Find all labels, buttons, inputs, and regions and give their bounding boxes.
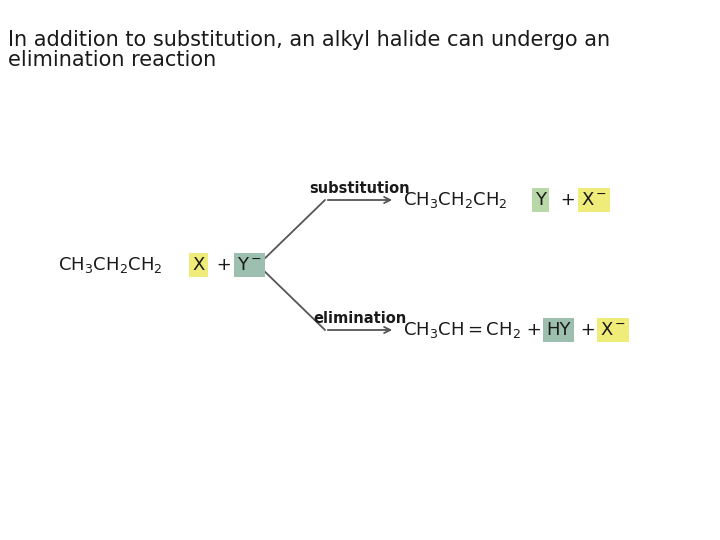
Text: +: + [575, 321, 601, 339]
Text: +: + [521, 321, 547, 339]
Text: $\mathsf{X^-}$: $\mathsf{X^-}$ [600, 321, 626, 339]
Text: +: + [211, 256, 238, 274]
Text: Y: Y [535, 191, 546, 209]
Text: $\mathsf{X^-}$: $\mathsf{X^-}$ [581, 191, 607, 209]
Text: +: + [555, 191, 582, 209]
Text: In addition to substitution, an alkyl halide can undergo an: In addition to substitution, an alkyl ha… [8, 30, 610, 50]
Text: HY: HY [546, 321, 570, 339]
Text: $\mathsf{CH_3CH_2CH_2}$: $\mathsf{CH_3CH_2CH_2}$ [58, 255, 163, 275]
Text: X: X [192, 256, 204, 274]
Text: $\mathsf{Y^-}$: $\mathsf{Y^-}$ [237, 256, 262, 274]
Text: elimination reaction: elimination reaction [8, 50, 216, 70]
Text: $\mathsf{CH_3CH{=}CH_2}$: $\mathsf{CH_3CH{=}CH_2}$ [403, 320, 521, 340]
Text: $\mathsf{CH_3CH_2CH_2}$: $\mathsf{CH_3CH_2CH_2}$ [403, 190, 508, 210]
Text: elimination: elimination [313, 311, 407, 326]
Text: substitution: substitution [310, 181, 410, 196]
